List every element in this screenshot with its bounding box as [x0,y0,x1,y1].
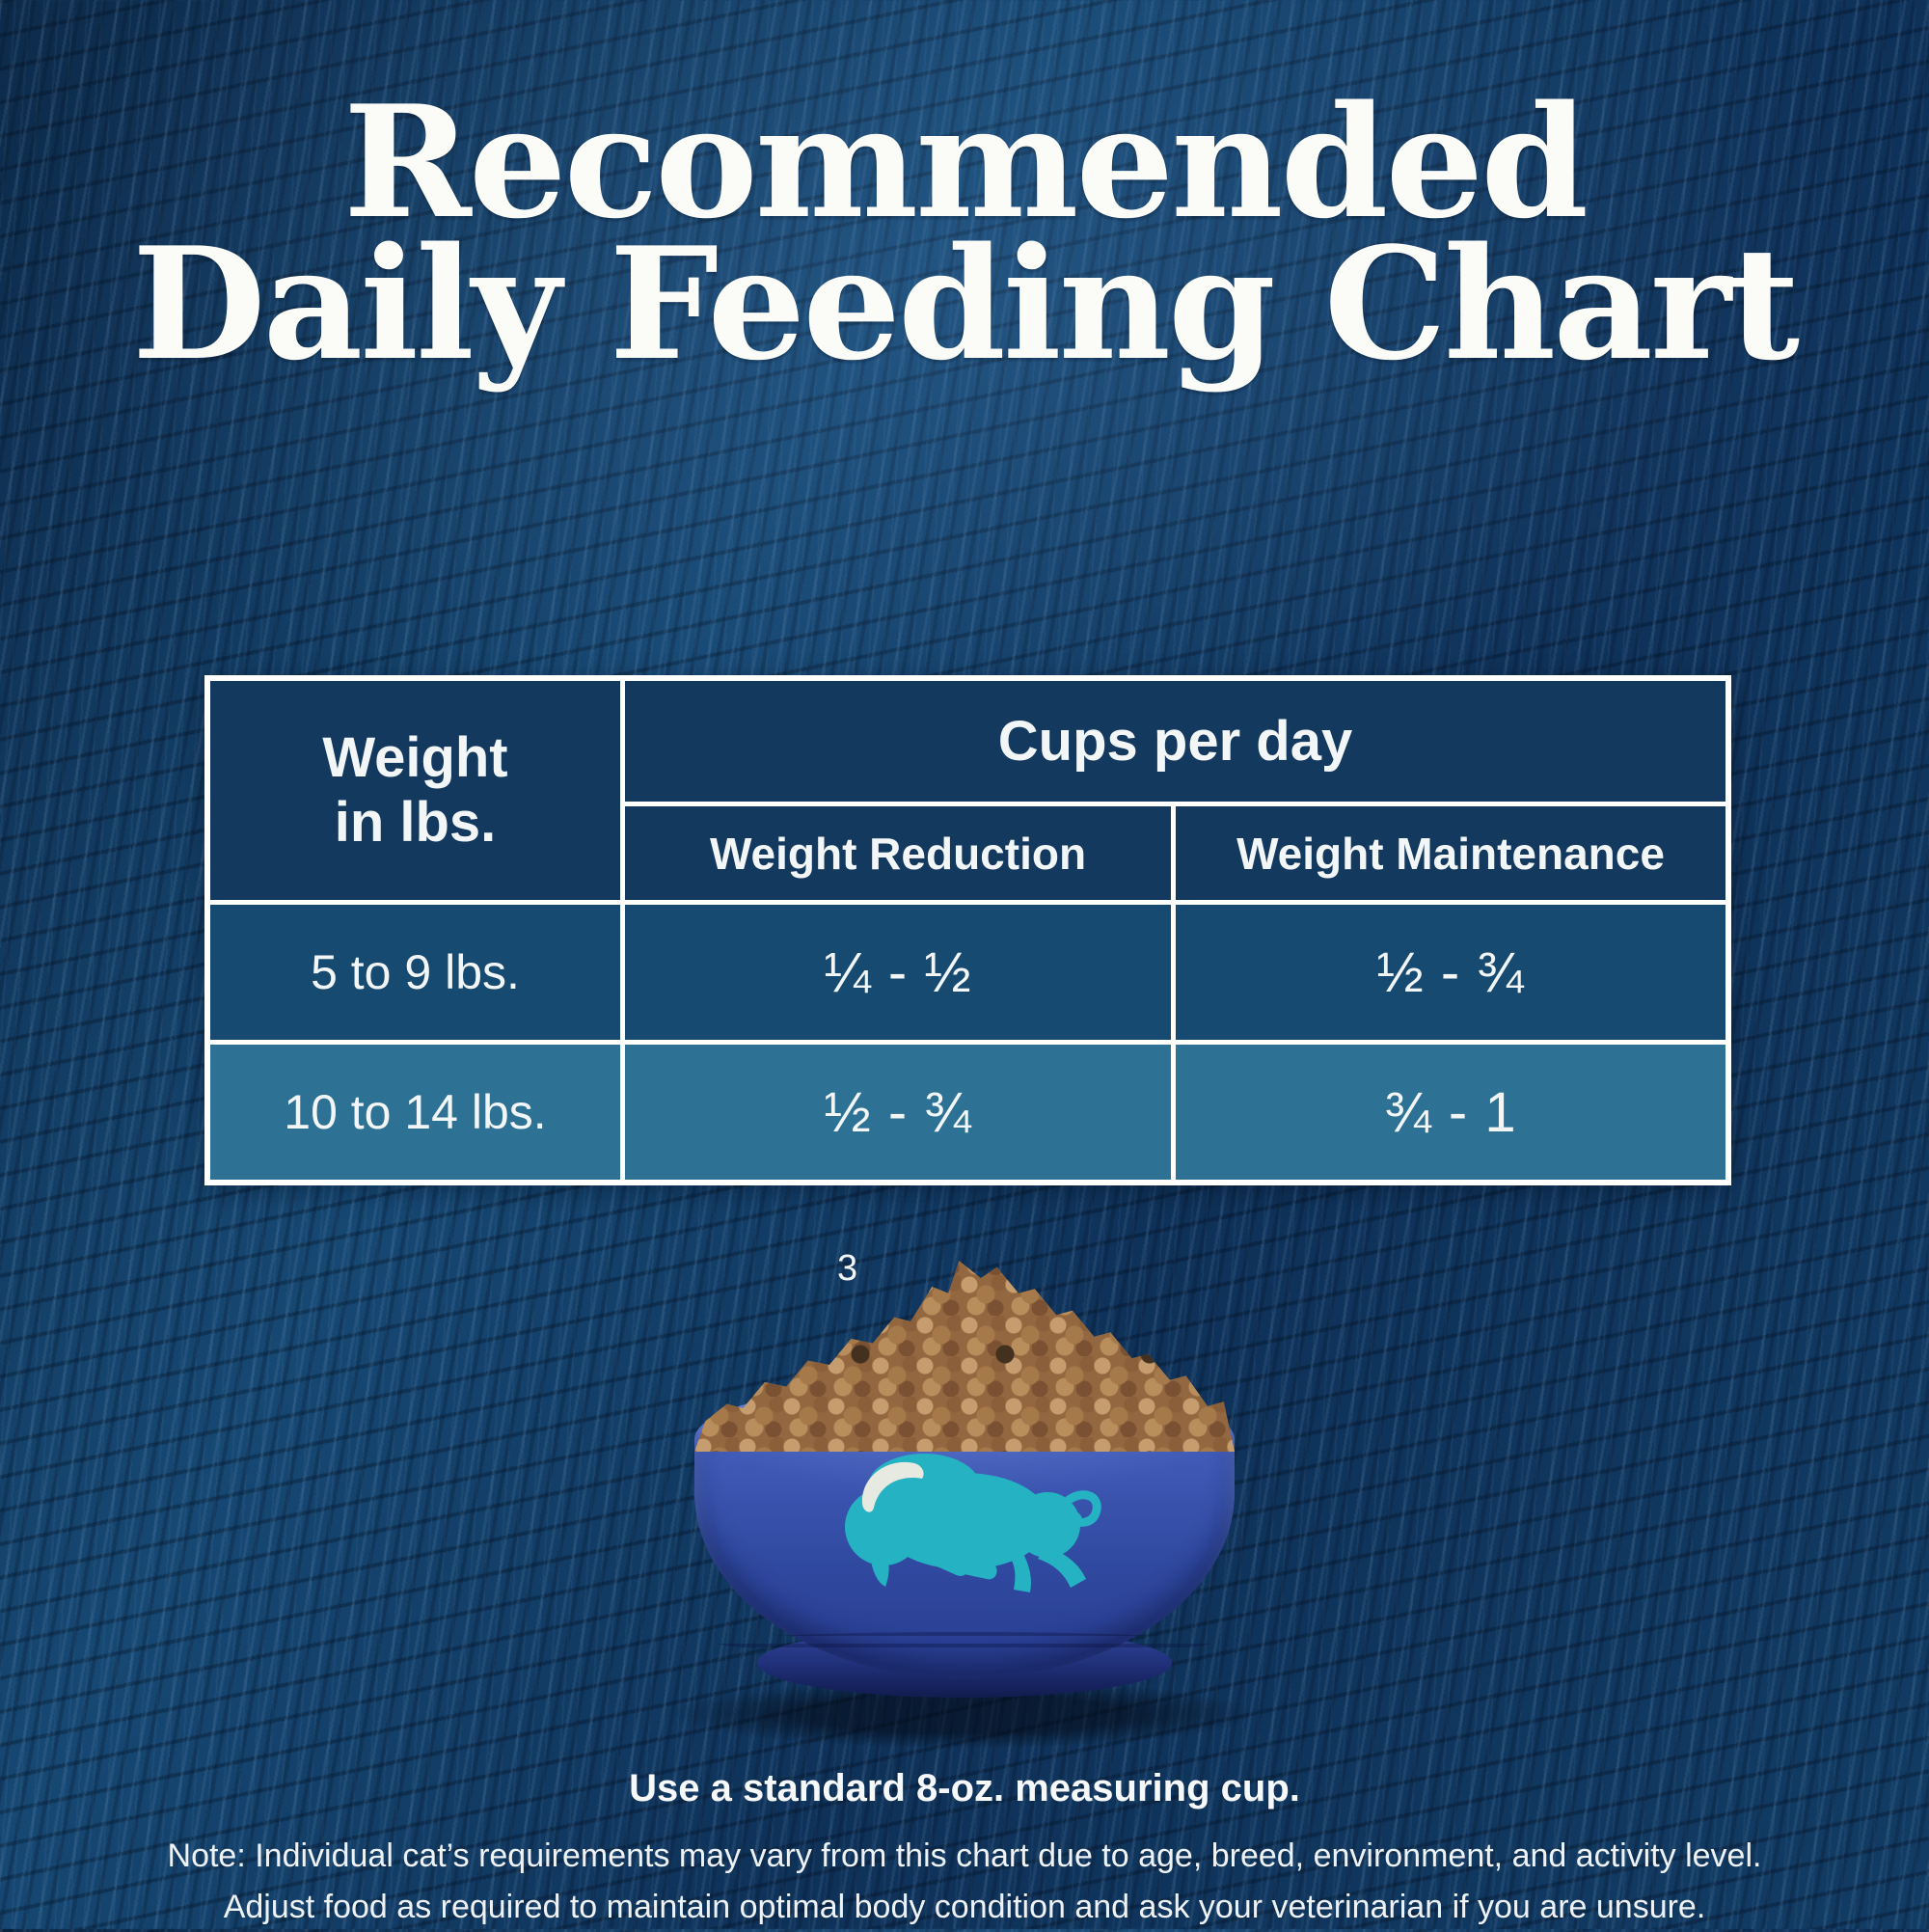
maintenance-value-cell-row2: ¾ - 1 [1176,1045,1725,1180]
buffalo-icon [845,1454,1101,1592]
weight-header-line-2: in lbs. [334,790,497,854]
weight-column-header: Weight in lbs. [210,681,620,900]
measuring-cup-caption: Use a standard 8-oz. measuring cup. [629,1767,1300,1810]
weight-header-line-1: Weight [322,725,508,789]
food-bowl-graphic: 3 [656,1235,1273,1755]
maintenance-value-cell-row1: ½ - ¾ [1176,905,1725,1040]
page-title: Recommended Daily Feeding Chart [0,71,1929,395]
feeding-table: Weight in lbs. Cups per day Weight Reduc… [204,675,1731,1185]
weight-reduction-header: Weight Reduction [625,806,1171,900]
weight-range-cell-row2: 10 to 14 lbs. [210,1045,620,1180]
reduction-value-cell-row1: ¼ - ½ [625,905,1171,1040]
disclaimer-note: Note: Individual cat’s requirements may … [0,1831,1929,1932]
weight-range-cell-row1: 5 to 9 lbs. [210,905,620,1040]
page-title-line-1: Recommended [342,71,1589,253]
disclaimer-note-line-2: Adjust food as required to maintain opti… [223,1888,1706,1925]
footnote-mark: 3 [837,1248,858,1289]
cups-per-day-header: Cups per day [625,681,1725,802]
reduction-value-cell-row2: ½ - ¾ [625,1045,1171,1180]
disclaimer-note-line-1: Note: Individual cat’s requirements may … [167,1837,1762,1874]
page-title-line-2: Daily Feeding Chart [131,213,1800,395]
kibble-pile [694,1261,1235,1452]
weight-column-header-text: Weight in lbs. [322,726,507,855]
weight-maintenance-header: Weight Maintenance [1176,806,1725,900]
